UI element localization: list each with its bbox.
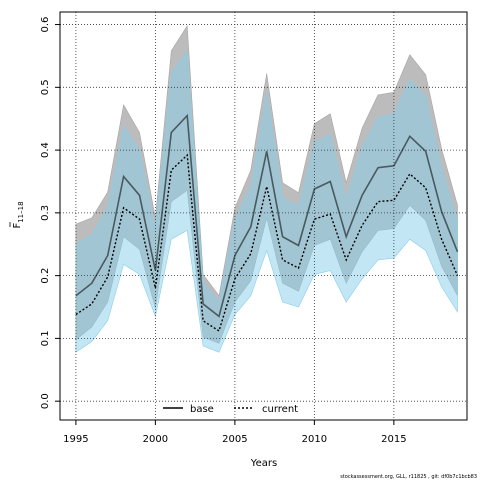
svg-text:F11–18: F11–18 xyxy=(12,201,25,228)
x-tick-label-1995: 1995 xyxy=(63,434,88,445)
y-axis-title: F11–18 xyxy=(12,201,25,228)
grid-lines xyxy=(60,12,467,420)
series-lines xyxy=(75,113,459,332)
y-tick-label-0.4: 0.4 xyxy=(40,142,51,158)
y-axis: 0.0 0.1 0.2 0.3 0.4 0.5 0.6 xyxy=(40,17,60,409)
legend-label-base: base xyxy=(190,404,214,415)
y-axis-title-main: F xyxy=(12,223,23,229)
legend: base current xyxy=(163,404,298,415)
band-current xyxy=(75,50,458,353)
x-tick-label-2010: 2010 xyxy=(302,434,327,445)
series-line-current xyxy=(75,153,459,332)
legend-label-current: current xyxy=(262,404,298,415)
x-tick-label-2015: 2015 xyxy=(381,434,406,445)
y-tick-label-0.6: 0.6 xyxy=(40,17,51,33)
plot-frame xyxy=(59,11,468,421)
x-axis: 1995 2000 2005 2010 2015 xyxy=(63,420,407,445)
x-axis-title: Years xyxy=(250,458,277,469)
y-tick-label-0.1: 0.1 xyxy=(40,330,51,346)
footnote: stockassessment.org, GLL, r11825 , git: … xyxy=(340,474,477,480)
y-axis-title-sub: 11–18 xyxy=(17,201,25,222)
confidence-bands xyxy=(75,24,458,353)
y-tick-label-0.3: 0.3 xyxy=(40,205,51,221)
series-line-base xyxy=(75,113,459,318)
y-tick-label-0.5: 0.5 xyxy=(40,79,51,95)
y-tick-label-0.2: 0.2 xyxy=(40,268,51,284)
x-tick-label-2000: 2000 xyxy=(143,434,168,445)
x-tick-label-2005: 2005 xyxy=(222,434,247,445)
y-tick-label-0: 0.0 xyxy=(40,393,51,409)
